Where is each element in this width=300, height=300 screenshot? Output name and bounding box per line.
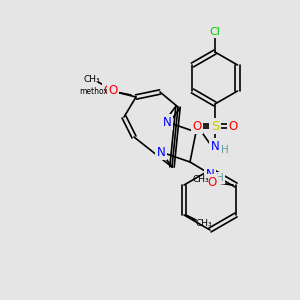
Text: O: O xyxy=(228,119,238,133)
Text: N: N xyxy=(163,116,171,128)
Text: N: N xyxy=(157,146,165,158)
Text: O: O xyxy=(207,176,217,188)
Text: O: O xyxy=(192,119,202,133)
Text: N: N xyxy=(211,140,219,152)
Text: O: O xyxy=(103,83,112,97)
Text: N: N xyxy=(206,167,214,181)
Text: O: O xyxy=(108,83,118,97)
Text: CH₃: CH₃ xyxy=(84,76,100,85)
Text: Cl: Cl xyxy=(210,27,220,37)
Text: methoxy: methoxy xyxy=(79,88,113,97)
Text: S: S xyxy=(211,119,219,133)
Text: CH₃: CH₃ xyxy=(196,218,212,227)
Text: H: H xyxy=(216,173,224,183)
Text: H: H xyxy=(221,145,229,155)
Text: CH₃: CH₃ xyxy=(193,175,209,184)
